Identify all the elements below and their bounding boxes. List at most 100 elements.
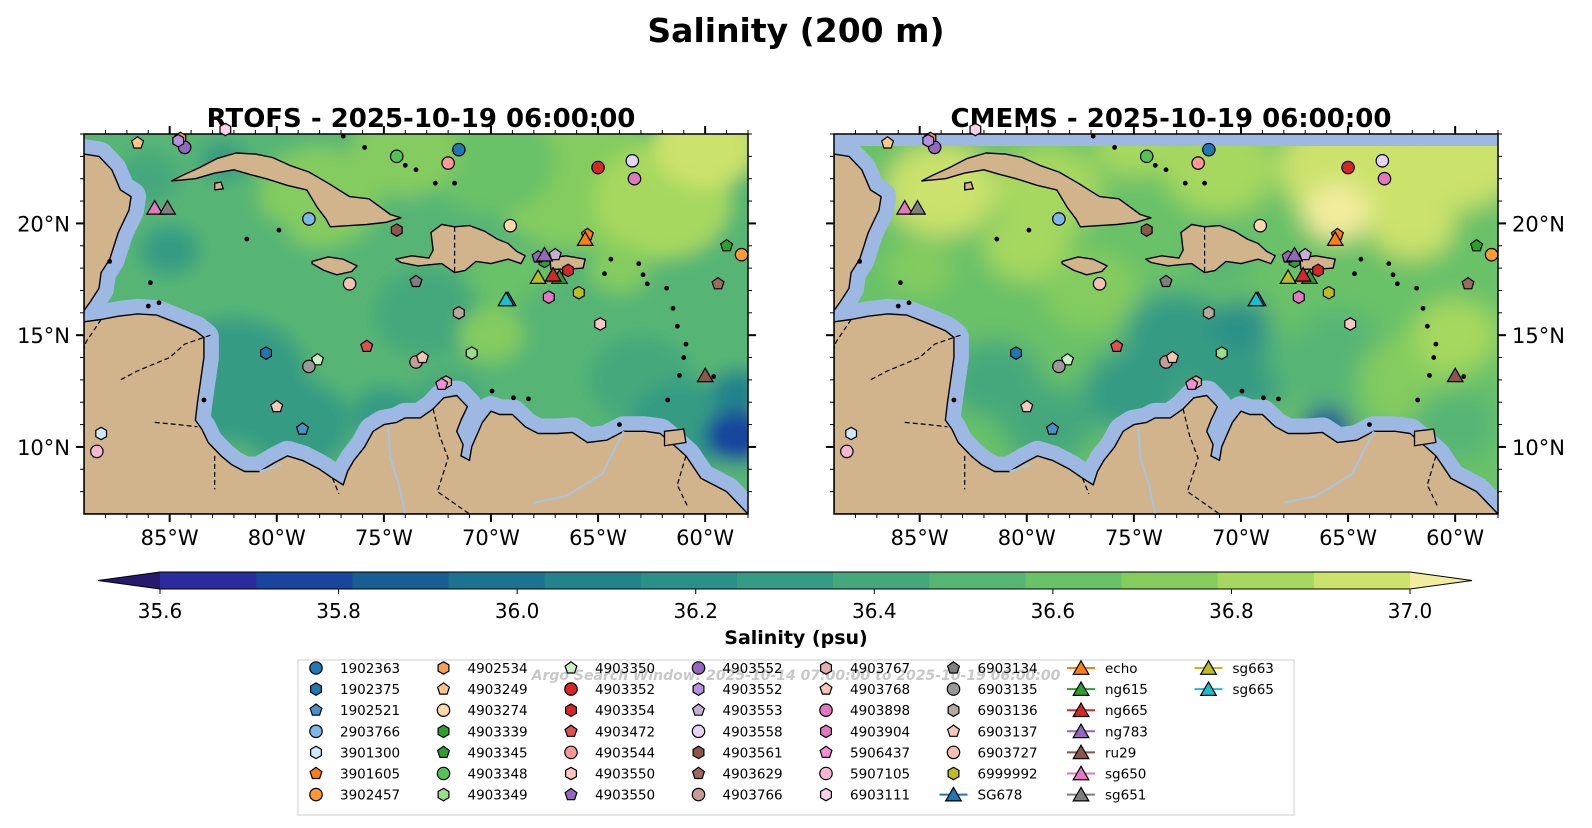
obs-marker-4903345 [1469,238,1484,252]
legend-label: 4903349 [468,788,528,804]
colorbar-segment [352,572,450,589]
colorbar-segment [1025,572,1123,589]
colorbar-segment [929,572,1026,589]
panel-title-cmems: CMEMS - 2025-10-19 06:00:00 [951,104,1392,134]
obs-marker-4903553 [548,247,562,261]
obs-marker-4903274 [503,218,518,233]
legend-label: 2903766 [340,724,400,740]
obs-marker-4903354 [1312,263,1325,278]
legend-label: 5907105 [850,767,910,783]
x-tick-label: 65°W [1319,526,1377,550]
legend-label: 4903274 [468,703,528,719]
legend-entry-4903550: 4903550 [564,767,655,783]
colorbar-segment [544,572,642,589]
legend-label: ng665 [1105,703,1148,719]
obs-marker-6903136 [1202,305,1215,320]
legend-entry-4903352: 4903352 [564,682,655,698]
legend-entry-4903339: 4903339 [437,724,528,740]
legend-entry-5907105: 5907105 [819,767,910,783]
legend-label: 4903550 [595,767,655,783]
legend-entry-4903249: 4903249 [436,682,528,698]
obs-marker-4903350 [1060,352,1075,366]
obs-marker-sg663 [529,268,547,284]
obs-marker-sg663 [1279,268,1297,284]
obs-marker-6903111 [219,122,232,137]
legend-label: 4903561 [723,745,783,761]
axis-ticks: 85°W 80°W 75°W 70°W 65°W 60°W 20°N 15°N 10°N [17,126,756,550]
legend-entry-6903134: 6903134 [946,661,1038,677]
obs-marker-4903561 [390,223,403,237]
x-tick-label: 70°W [462,526,520,550]
legend-label: 6999992 [978,767,1038,783]
obs-marker-1902375 [1010,346,1023,360]
obs-marker-4903249 [880,135,895,149]
obs-marker-6903134 [1159,274,1173,288]
legend-label: 4903544 [595,745,655,761]
obs-marker-2903766 [1052,212,1066,226]
colorbar-segment [160,572,257,589]
obs-marker-4903544 [1191,156,1205,170]
landmasses [84,134,748,514]
legend-label: 1902375 [340,682,400,698]
legend-label: 4903552 [723,661,783,677]
obs-marker-4903472 [360,339,374,352]
obs-marker-6903727 [342,276,357,291]
legend-label: 4903550 [595,788,655,804]
map-panel-cmems: CMEMS - 2025-10-19 06:00:00 85°W 80°W 75°W… [826,104,1565,550]
obs-marker-5907105 [90,444,104,459]
obs-marker-ru29 [696,367,715,383]
y-tick-label: 20°N [1512,212,1565,236]
colorbar-segment [1217,572,1315,589]
obs-marker-4903898 [627,171,642,186]
obs-marker-1902375 [260,346,272,360]
legend-label: 4903352 [595,682,655,698]
obs-marker-4903768 [1165,350,1180,364]
x-tick-label: 75°W [355,526,413,550]
watermark: Argo Search Window: 2025-10-14 07:00:00 … [531,668,1061,684]
x-tick-label: 60°W [676,526,734,550]
obs-marker-1902363 [452,142,466,157]
legend-label: 6903137 [978,724,1038,740]
legend-entry-6903727: 6903727 [946,745,1038,761]
obs-marker-sg665 [497,291,515,307]
x-tick-label: 65°W [569,526,627,550]
legend-entry-4903552: 4903552 [692,682,783,698]
observation-markers [840,122,1499,459]
obs-marker-4903544 [441,156,455,170]
legend-label: 6903727 [978,745,1038,761]
legend-label: 4903768 [850,682,910,698]
obs-marker-5907105 [840,444,854,459]
obs-marker-5906437 [1185,377,1199,390]
legend-entry-4903349: 4903349 [437,788,528,804]
obs-marker-4903558 [1375,154,1390,168]
legend-entry-4903629: 4903629 [691,767,783,783]
colorbar-segment [1313,572,1411,589]
colorbar-tick-label: 36.6 [1031,599,1076,623]
obs-marker-3901300 [845,426,858,441]
legend-entry-echo: echo [1067,659,1138,677]
legend-entry-1902521: 1902521 [309,703,400,719]
legend-label: 4903904 [850,724,910,740]
obs-marker-6903727 [1092,276,1107,291]
obs-marker-ng665 [1294,266,1312,282]
legend-entry-6903137: 6903137 [946,724,1038,740]
obs-marker-5906437 [435,377,449,390]
legend-entry-4903550: 4903550 [564,788,655,804]
colorbar-extend-min [98,572,160,589]
map-frame [833,133,1499,515]
obs-marker-4903558 [625,154,640,168]
x-tick-label: 85°W [891,526,949,550]
legend-label: 4903558 [723,724,783,740]
legend-label: sg665 [1233,682,1274,698]
legend-entry-4903904: 4903904 [819,724,910,740]
legend-label: 3901605 [340,767,400,783]
obs-marker-4903348 [389,149,404,164]
legend-label: 3902457 [340,788,400,804]
obs-marker-4903898 [1377,171,1392,186]
legend-entry-sg650: sg650 [1067,765,1146,783]
colorbar-tick-label: 35.8 [316,599,361,623]
obs-marker-4903553 [1298,247,1312,261]
legend: Argo Search Window: 2025-10-14 07:00:00 … [297,659,1295,816]
obs-marker-1902521 [295,422,310,435]
obs-marker-4903550 [594,317,607,331]
